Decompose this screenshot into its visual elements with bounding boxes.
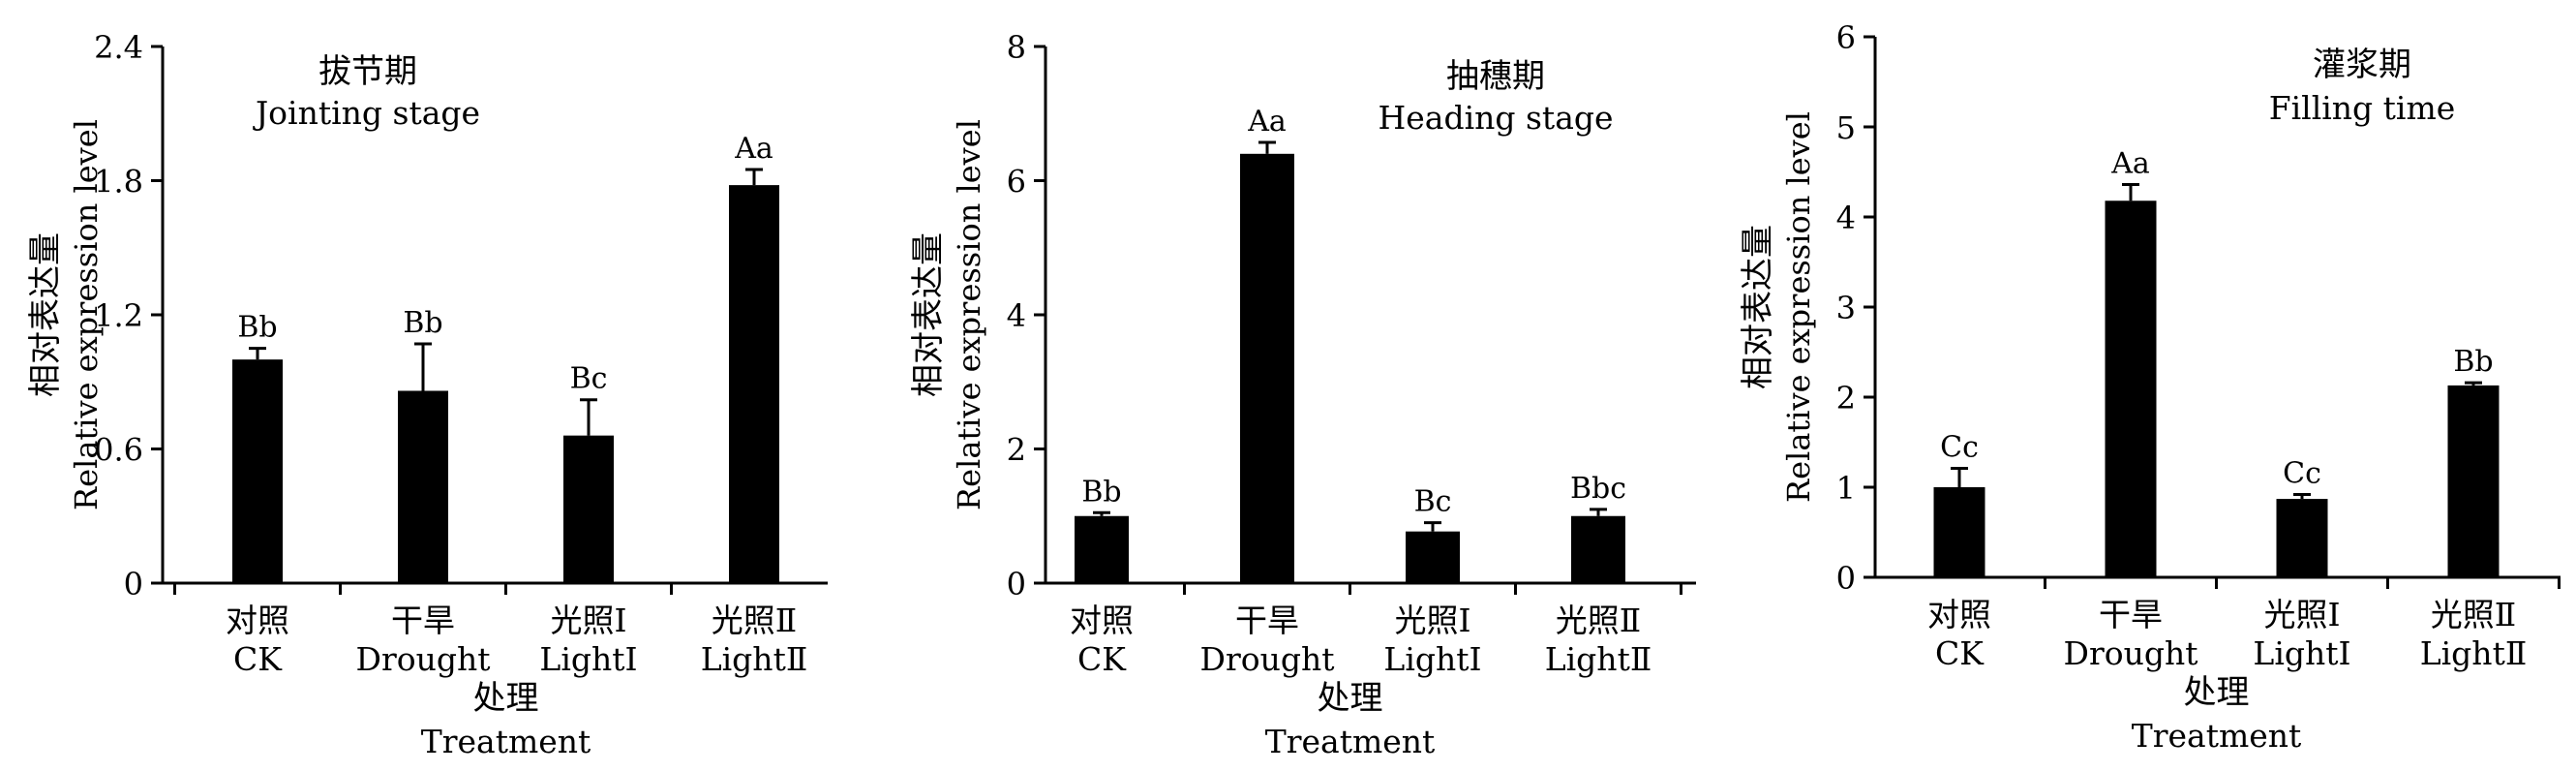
y-tick-label: 1: [1836, 470, 1856, 507]
panel-title-zh: 拔节期: [318, 52, 417, 91]
category-label-zh: 干旱: [2099, 596, 2163, 633]
category-label-zh: 对照: [1927, 596, 1991, 633]
category-label-zh: 干旱: [1235, 602, 1299, 639]
category-label-en: Drought: [2064, 634, 2198, 672]
y-tick-label: 1.2: [94, 297, 143, 334]
y-tick-label: 4: [1007, 297, 1026, 334]
category-label-en: Drought: [1200, 640, 1335, 678]
category-label-en: LightⅡ: [701, 640, 808, 678]
bar-1: [1933, 487, 1985, 577]
panel-title-zh: 灌浆期: [2313, 46, 2411, 84]
significance-label: Bb: [403, 306, 442, 340]
significance-label: Aa: [1247, 105, 1287, 139]
y-tick-label: 2: [1836, 380, 1856, 417]
panel-title-en: Heading stage: [1378, 99, 1613, 137]
y-tick-label: 8: [1007, 29, 1026, 66]
significance-label: Cc: [2283, 456, 2321, 490]
category-label-en: CK: [233, 640, 283, 678]
x-axis-label-en: Treatment: [2132, 717, 2302, 755]
panel-title-en: Filling time: [2269, 89, 2456, 127]
bar-4: [729, 185, 779, 583]
y-tick-label: 6: [1007, 164, 1026, 201]
y-axis-label-zh: 相对表达量: [909, 232, 948, 397]
significance-label: Bb: [2453, 345, 2493, 379]
y-axis-label-zh: 相对表达量: [1739, 225, 1777, 389]
x-axis-label-zh: 处理: [1318, 679, 1383, 718]
category-label-zh: 对照: [226, 602, 289, 639]
x-axis-label-en: Treatment: [421, 723, 591, 760]
y-tick-label: 0.6: [94, 432, 143, 469]
bar-3: [563, 435, 614, 583]
y-axis-label-zh: 相对表达量: [26, 232, 65, 397]
significance-label: Aa: [2110, 147, 2150, 181]
y-axis-label-en: Relative expression level: [951, 119, 987, 510]
panel-title-en: Jointing stage: [253, 94, 480, 132]
y-axis-label-en: Relative expression level: [1780, 111, 1817, 503]
y-tick-label: 2: [1007, 432, 1026, 469]
bar-2: [398, 390, 448, 583]
y-axis-label-en: Relative expression level: [68, 119, 105, 510]
bar-4: [1571, 515, 1625, 583]
category-label-en: LightⅠ: [539, 640, 637, 678]
significance-label: Bbc: [1570, 472, 1626, 506]
y-tick-label: 6: [1836, 19, 1856, 56]
significance-label: Bb: [1081, 475, 1121, 509]
category-label-en: LightⅠ: [2253, 634, 2350, 672]
category-label-en: LightⅠ: [1383, 640, 1481, 678]
y-tick-label: 2.4: [94, 29, 143, 66]
y-tick-label: 0: [1007, 566, 1026, 602]
category-label-zh: 对照: [1070, 602, 1134, 639]
category-label-zh: 光照Ⅱ: [712, 602, 797, 639]
category-label-zh: 光照Ⅰ: [550, 602, 626, 639]
category-label-zh: 干旱: [391, 602, 455, 639]
category-label-zh: 光照Ⅱ: [2431, 596, 2516, 633]
category-label-zh: 光照Ⅰ: [1394, 602, 1470, 639]
y-tick-label: 5: [1836, 109, 1856, 146]
significance-label: Cc: [1940, 430, 1979, 464]
x-axis-label-en: Treatment: [1265, 723, 1436, 760]
y-tick-label: 0: [124, 566, 143, 602]
significance-label: Bb: [237, 311, 277, 345]
panel-title-zh: 抽穗期: [1446, 57, 1545, 96]
category-label-en: CK: [1077, 640, 1127, 678]
bar-1: [1075, 515, 1129, 583]
x-axis-label-zh: 处理: [2184, 673, 2250, 712]
bar-2: [2105, 201, 2157, 577]
bar-4: [2447, 385, 2500, 577]
x-axis-label-zh: 处理: [473, 679, 539, 718]
category-label-en: CK: [1935, 634, 1985, 672]
category-label-en: LightⅡ: [2420, 634, 2528, 672]
category-label-zh: 光照Ⅱ: [1556, 602, 1641, 639]
y-tick-label: 4: [1836, 200, 1856, 236]
bar-2: [1240, 153, 1294, 584]
bar-1: [232, 359, 283, 583]
category-label-en: Drought: [356, 640, 491, 678]
category-label-en: LightⅡ: [1545, 640, 1652, 678]
y-tick-label: 1.8: [94, 164, 143, 201]
y-tick-label: 3: [1836, 290, 1856, 326]
significance-label: Bc: [570, 362, 608, 396]
significance-label: Bc: [1414, 485, 1452, 519]
significance-label: Aa: [734, 132, 773, 166]
y-tick-label: 0: [1836, 560, 1856, 597]
bar-3: [1406, 531, 1460, 583]
category-label-zh: 光照Ⅰ: [2263, 596, 2340, 633]
bar-3: [2276, 499, 2328, 577]
chart-panel-1: 00.61.21.82.4Bb对照CKBb干旱DroughtBc光照ⅠLight…: [26, 29, 828, 760]
